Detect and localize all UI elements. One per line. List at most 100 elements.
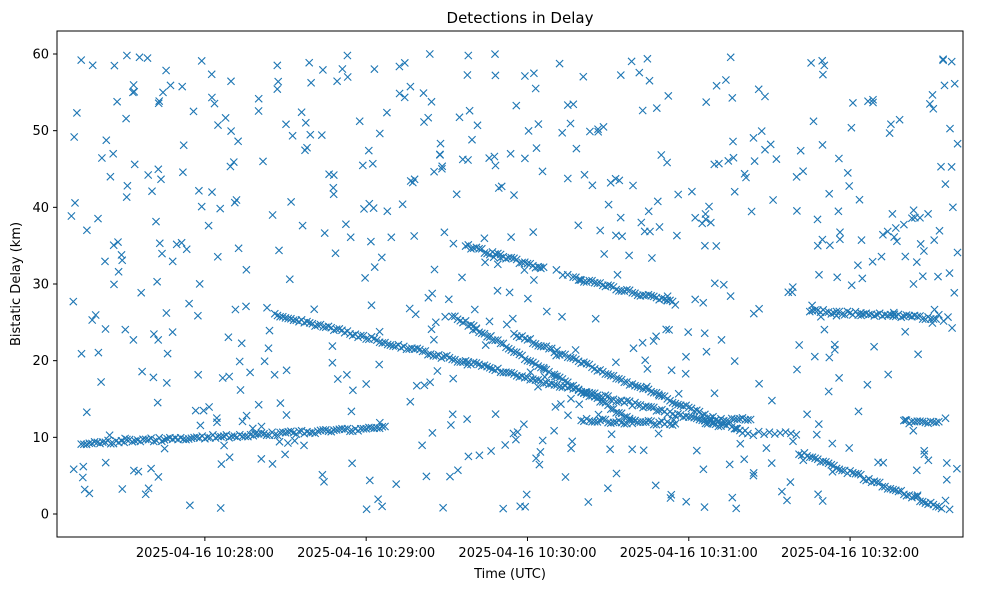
clutter-detection-point (803, 410, 812, 419)
clutter-detection-point (101, 458, 110, 467)
track-detection-point (421, 347, 430, 355)
track-detection-point (604, 281, 613, 290)
track-detection-point (733, 415, 742, 424)
clutter-detection-point (254, 400, 263, 409)
clutter-detection-point (225, 372, 234, 381)
clutter-detection-point (158, 249, 166, 258)
clutter-detection-point (869, 98, 877, 107)
clutter-detection-point (77, 56, 86, 65)
clutter-detection-point (750, 157, 759, 166)
clutter-detection-point (566, 119, 575, 128)
track-detection-point (507, 368, 516, 377)
clutter-detection-point (275, 437, 284, 446)
clutter-detection-point (701, 215, 710, 224)
y-tick-label: 40 (32, 201, 49, 216)
clutter-detection-point (287, 197, 296, 206)
clutter-detection-point (257, 422, 266, 431)
clutter-detection-point (611, 231, 620, 240)
clutter-detection-point (585, 127, 594, 136)
clutter-detection-point (857, 236, 866, 245)
clutter-detection-point (420, 381, 429, 390)
clutter-detection-point (268, 211, 277, 219)
clutter-detection-point (942, 459, 951, 467)
track-detection-point (902, 311, 911, 320)
track-detection-point (609, 404, 618, 413)
clutter-detection-point (555, 59, 564, 68)
clutter-detection-point (221, 113, 230, 122)
track-detection-point (510, 348, 518, 357)
clutter-detection-point (121, 434, 130, 443)
clutter-detection-point (520, 266, 529, 274)
x-axis-label: Time (UTC) (473, 567, 546, 582)
track-detection-point (182, 435, 190, 444)
track-detection-point (889, 485, 898, 494)
clutter-detection-point (110, 280, 118, 289)
track-detection-point (870, 311, 879, 320)
clutter-detection-point (282, 366, 291, 375)
clutter-detection-point (361, 273, 370, 282)
clutter-detection-point (446, 421, 455, 429)
track-detection-point (593, 279, 602, 288)
clutter-detection-point (148, 187, 156, 196)
clutter-detection-point (122, 114, 131, 123)
clutter-detection-point (436, 150, 444, 159)
clutter-detection-point (912, 466, 921, 475)
clutter-detection-point (567, 394, 575, 403)
clutter-detection-point (706, 218, 715, 227)
clutter-detection-point (137, 288, 146, 297)
clutter-detection-point (935, 226, 944, 235)
y-tick-label: 10 (32, 431, 49, 446)
clutter-detection-point (481, 258, 490, 267)
clutter-detection-point (928, 90, 937, 99)
clutter-detection-point (251, 430, 259, 439)
clutter-detection-point (246, 368, 255, 377)
track-detection-point (730, 424, 739, 433)
clutter-detection-point (594, 410, 603, 419)
clutter-detection-point (318, 65, 327, 74)
clutter-detection-point (552, 351, 561, 360)
clutter-detection-point (282, 411, 291, 419)
clutter-detection-point (523, 294, 532, 303)
clutter-detection-point (162, 378, 171, 387)
track-detection-point (671, 300, 680, 309)
track-detection-point (899, 416, 908, 425)
track-detection-point (558, 350, 567, 358)
clutter-detection-point (347, 407, 356, 416)
clutter-detection-point (429, 335, 438, 344)
clutter-detection-point (290, 436, 299, 445)
clutter-detection-point (522, 490, 531, 499)
track-detection-point (270, 430, 279, 439)
track-detection-point (593, 394, 602, 403)
clutter-detection-point (730, 187, 739, 196)
clutter-detection-point (625, 251, 634, 260)
clutter-detection-point (329, 183, 338, 192)
track-detection-point (631, 381, 639, 390)
clutter-detection-point (809, 117, 818, 126)
track-detection-point (90, 437, 99, 446)
clutter-detection-point (540, 365, 549, 374)
clutter-detection-point (168, 328, 177, 337)
clutter-detection-point (465, 106, 474, 115)
clutter-detection-point (761, 145, 769, 154)
track-detection-point (225, 433, 234, 442)
x-tick-label: 2025-04-16 10:31:00 (620, 546, 758, 561)
clutter-detection-point (149, 373, 158, 382)
track-detection-point (289, 428, 298, 437)
clutter-detection-point (524, 126, 533, 135)
clutter-detection-point (736, 439, 745, 448)
clutter-detection-point (288, 131, 297, 140)
clutter-detection-point (274, 77, 283, 86)
clutter-detection-point (213, 252, 222, 261)
clutter-detection-point (536, 447, 545, 456)
track-detection-point (295, 427, 303, 436)
track-detection-point (469, 358, 478, 367)
clutter-detection-point (639, 446, 648, 455)
clutter-detection-point (818, 497, 827, 505)
clutter-detection-point (172, 240, 181, 249)
clutter-detection-point (836, 228, 844, 237)
track-detection-point (577, 416, 586, 425)
track-detection-point (894, 487, 903, 496)
track-detection-point (644, 290, 653, 299)
clutter-detection-point (599, 122, 608, 131)
clutter-detection-point (264, 344, 273, 353)
